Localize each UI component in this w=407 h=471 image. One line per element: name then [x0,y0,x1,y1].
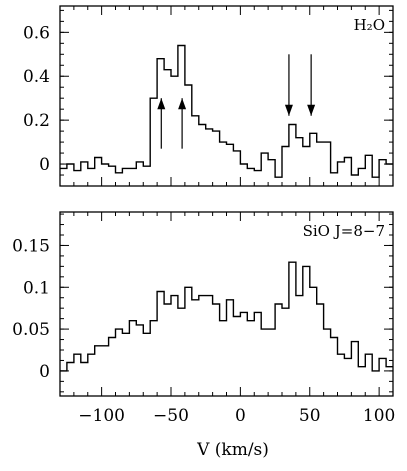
x-tick-label: 100 [363,406,395,426]
velocity-arrow-head [157,98,166,110]
velocity-arrow-head [178,98,187,110]
y-tick-label: 0.05 [12,320,50,340]
x-tick-label: −100 [78,406,125,426]
y-tick-label: 0.15 [12,236,50,256]
spectrum-step-line [60,44,393,178]
panel-label: SiO J=8−7 [303,222,385,240]
x-tick-label: 50 [299,406,321,426]
spectrum-step-line [60,261,393,372]
x-axis-label: V (km/s) [196,440,269,460]
y-tick-label: 0.1 [23,278,50,298]
y-tick-label: 0 [39,155,50,175]
velocity-arrow-head [307,104,316,116]
x-tick-label: 0 [235,406,246,426]
x-tick-label: −50 [153,406,189,426]
y-tick-label: 0.2 [23,111,50,131]
velocity-arrow-head [284,104,293,116]
panel-label: H₂O [354,16,385,34]
plot-frame [59,5,394,187]
sio-panel: −100 −50 0 50 100 0 0.05 0.1 0.15 SiO J=8−7 [12,211,395,426]
y-tick-label: 0 [39,362,50,382]
y-tick-label: 0.6 [23,23,50,43]
y-tick-label: 0.4 [23,67,50,87]
h2o-panel: 0 0.2 0.4 0.6 H₂O [23,5,394,187]
